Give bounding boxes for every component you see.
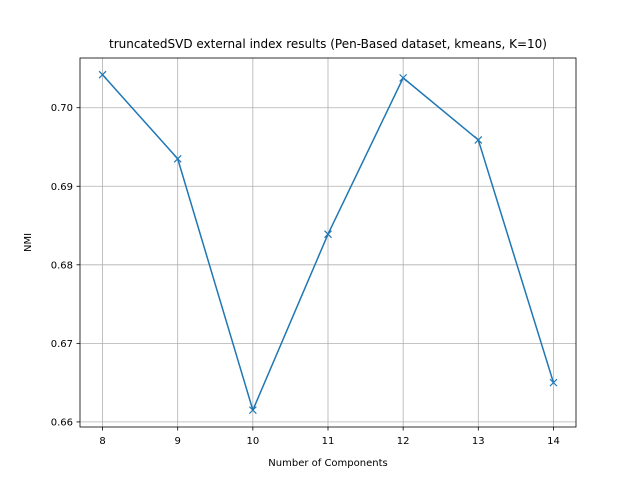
data-point-marker	[173, 154, 182, 163]
y-tick-label: 0.69	[51, 182, 73, 193]
y-tick-label: 0.70	[51, 103, 73, 114]
x-tick-label: 9	[175, 436, 181, 447]
x-tick-label: 12	[397, 436, 410, 447]
x-tick-label: 11	[322, 436, 335, 447]
x-tick-label: 10	[246, 436, 259, 447]
data-point-marker	[324, 230, 332, 239]
y-tick-label: 0.66	[51, 417, 73, 428]
grid	[80, 58, 576, 427]
data-point-marker	[399, 73, 408, 82]
y-axis-label: NMI	[23, 233, 34, 252]
data-point-marker	[248, 406, 257, 415]
y-tick-label: 0.68	[51, 260, 73, 271]
data-point-marker	[474, 135, 483, 144]
data-point-marker	[98, 70, 107, 79]
x-axis-label: Number of Components	[268, 458, 387, 469]
y-tick-label: 0.67	[51, 339, 73, 350]
x-tick-label: 14	[547, 436, 560, 447]
x-tick-label: 13	[472, 436, 485, 447]
ticks: 8 9 10 11 12 13 14 0.66 0.67 0.68 0.69 0.70	[51, 103, 560, 447]
chart-title: truncatedSVD external index results (Pen…	[109, 37, 547, 51]
x-tick-label: 8	[99, 436, 105, 447]
series-layer	[98, 70, 558, 415]
data-point-marker	[549, 378, 558, 387]
